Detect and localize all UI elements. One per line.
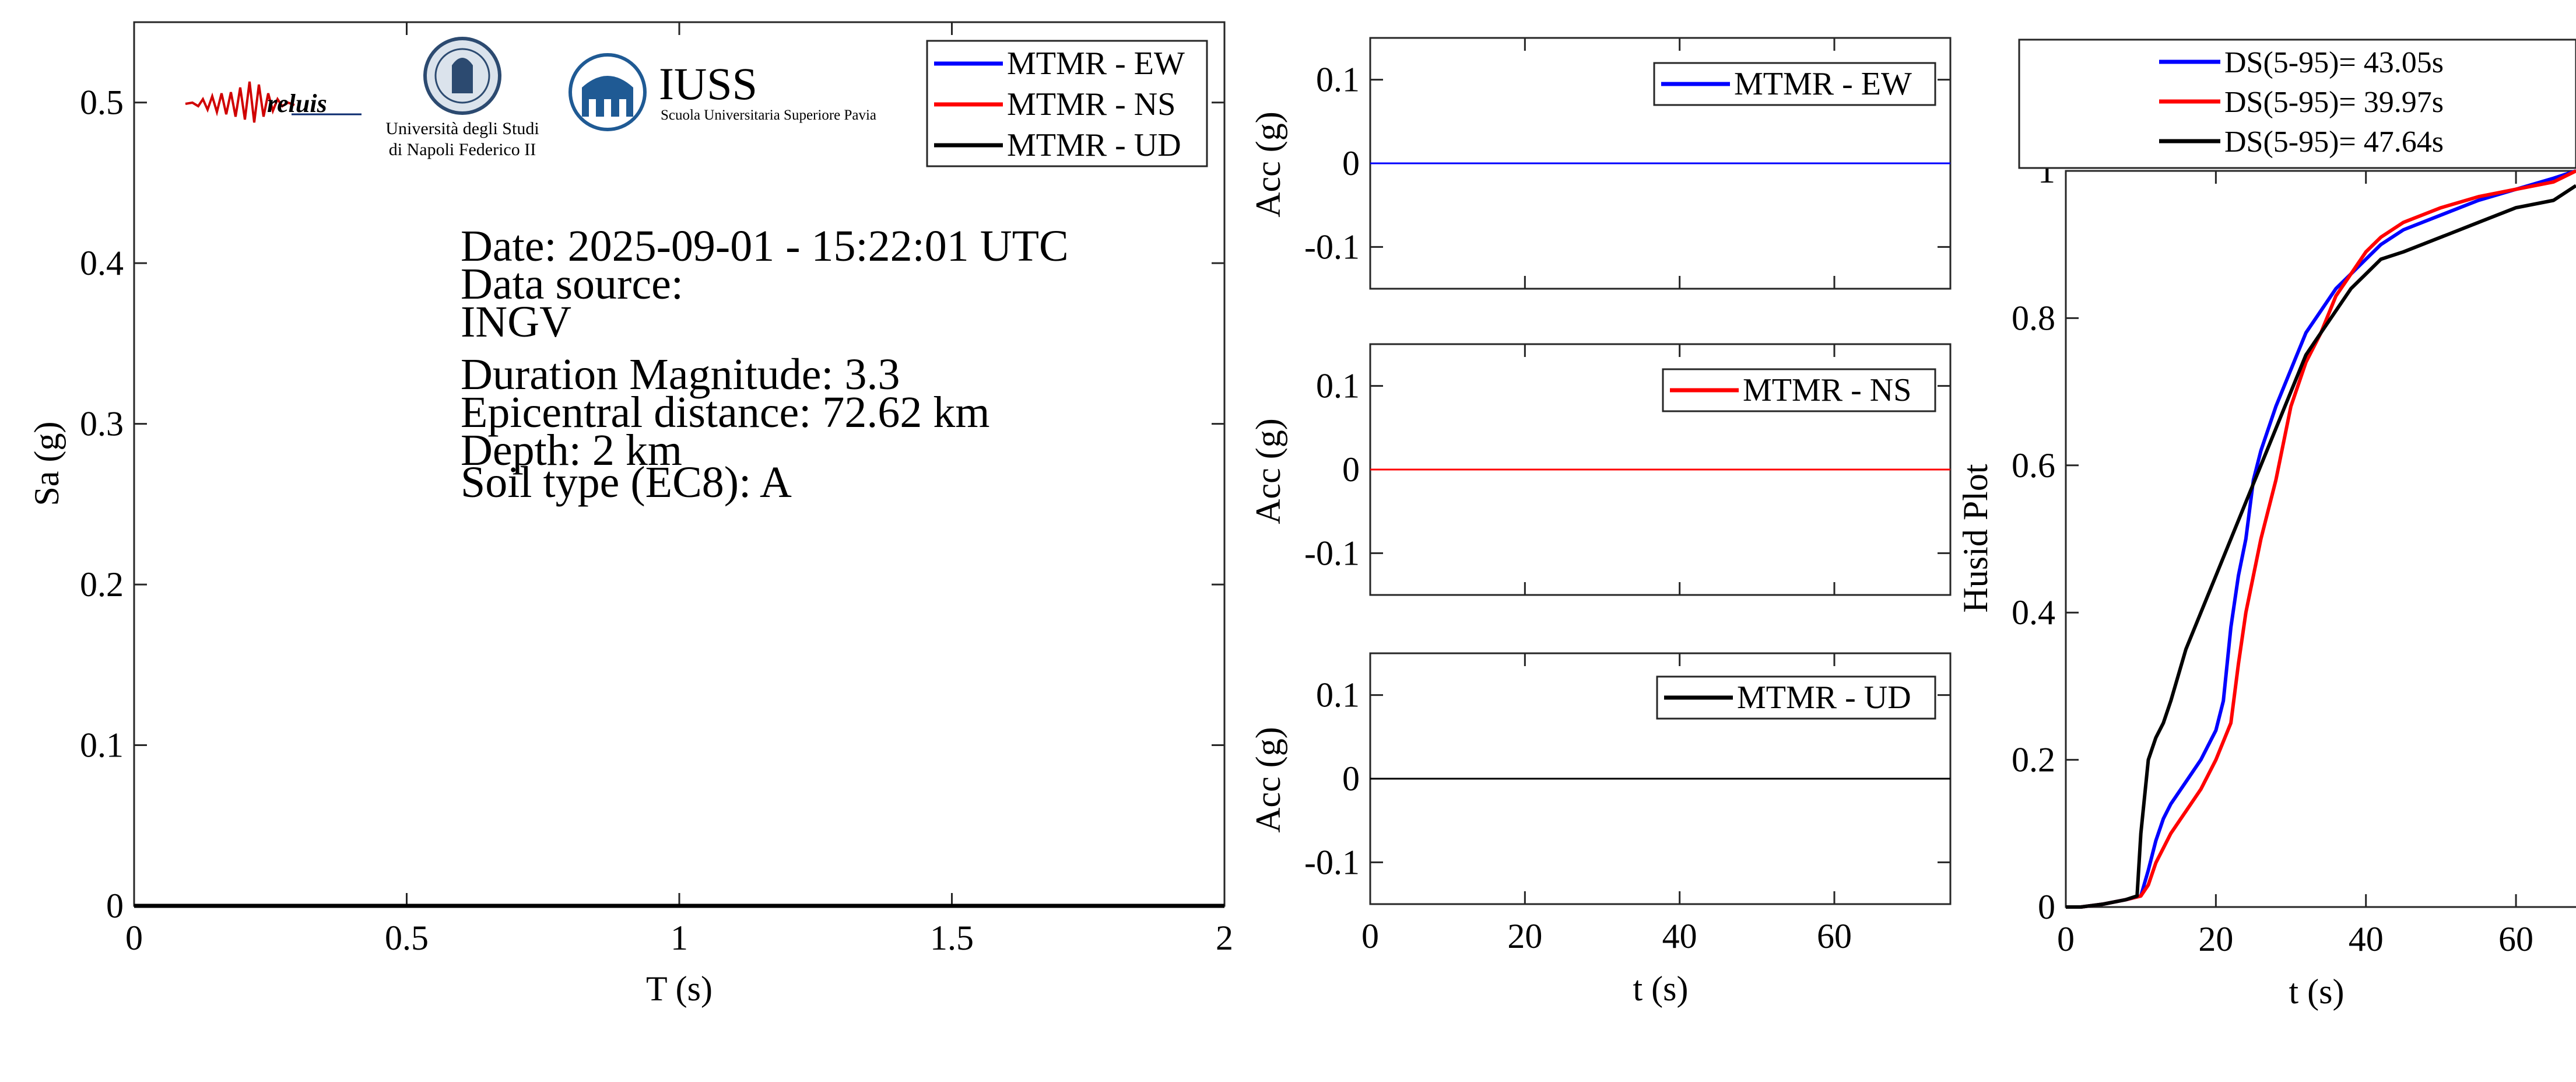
- event-info: Date: 2025-09-01 - 15:22:01 UTC Data sou…: [461, 222, 1069, 507]
- acc_ew-ytick-label: 0.1: [1316, 61, 1360, 99]
- spectrum-xtick-label: 1.5: [930, 919, 974, 957]
- spectrum-ytick-label: 0.3: [80, 405, 124, 443]
- acc_ud-xtick-label: 20: [1507, 917, 1542, 955]
- acc_ud-ytick-label: 0: [1342, 759, 1360, 798]
- spectrum-legend: MTMR - EW MTMR - NS MTMR - UD: [926, 40, 1208, 167]
- spectrum-xtick-label: 0: [125, 919, 143, 957]
- husid-ylabel: Husid Plot: [1956, 464, 1995, 612]
- acc-ud-xlabel: t (s): [1633, 969, 1689, 1008]
- acc-ew-ylabel: Acc (g): [1249, 111, 1287, 218]
- husid-series-line: [2066, 184, 2576, 909]
- spectrum-legend-label: MTMR - UD: [1007, 127, 1181, 163]
- acc_ud-xtick-label: 0: [1361, 917, 1379, 955]
- acc_ud-ytick-label: 0.1: [1316, 676, 1360, 715]
- spectrum-ytick-label: 0.5: [80, 83, 124, 122]
- spectrum-xtick-label: 1: [671, 919, 688, 957]
- iuss-subtitle: Scuola Universitaria Superiore Pavia: [661, 107, 876, 123]
- acc-ud-ylabel: Acc (g): [1249, 727, 1287, 833]
- husid-ytick-label: 0: [2038, 888, 2055, 926]
- husid-legend-label: DS(5-95)= 47.64s: [2224, 125, 2444, 159]
- acc_ns-ytick-label: 0: [1342, 450, 1360, 489]
- spectrum-ytick-label: 0: [106, 887, 124, 925]
- info-soil: Soil type (EC8): A: [461, 458, 792, 507]
- acc_ns-legend-label: MTMR - NS: [1743, 372, 1911, 408]
- info-source-label: Data source:: [461, 260, 683, 309]
- husid-xtick-label: 20: [2198, 920, 2233, 958]
- husid-series-line: [2066, 169, 2576, 909]
- husid-frame: [2065, 170, 2576, 908]
- husid-series: [2066, 169, 2576, 909]
- acc_ns-ytick-label: 0.1: [1316, 367, 1360, 405]
- spectrum-legend-label: MTMR - NS: [1007, 86, 1175, 122]
- info-depth: Depth: 2 km: [461, 426, 682, 475]
- reluis-logo: reluis: [185, 81, 362, 123]
- spectrum-axes: 0 0.1 0.2 0.3 0.4 0.5 0 0.5 1 1.5 2: [80, 21, 1233, 957]
- spectrum-ytick-label: 0.4: [80, 244, 124, 282]
- husid-xlabel: t (s): [2289, 972, 2345, 1011]
- husid-ytick-label: 0.6: [2012, 446, 2055, 485]
- acc-ud-chart: -0.100.10 20 40 60 MTMR - UD Acc (g) t (s): [1249, 652, 1952, 1008]
- acc-ud-legend: MTMR - UD: [1656, 675, 1936, 720]
- acc_ud-xtick-label: 60: [1817, 917, 1852, 955]
- iuss-logo: IUSS Scuola Universitaria Superiore Pavi…: [568, 53, 876, 131]
- acc-ew-legend: MTMR - EW: [1653, 62, 1936, 106]
- acc_ud-legend-box: [1656, 675, 1936, 720]
- reluis-logo-text: reluis: [267, 89, 327, 118]
- acc_ew-ytick-label: 0: [1342, 144, 1360, 183]
- spectrum-legend-label: MTMR - EW: [1007, 45, 1185, 82]
- husid-ytick-label: 0.2: [2012, 741, 2055, 779]
- spectrum-xtick-label: 0.5: [385, 919, 429, 957]
- unina-name-line1: Università degli Studi: [385, 119, 539, 138]
- acc_ew-ytick-label: -0.1: [1304, 227, 1360, 266]
- spectrum-ylabel: Sa (g): [27, 422, 66, 506]
- spectrum-xtick-label: 2: [1216, 919, 1233, 957]
- info-date: Date: 2025-09-01 - 15:22:01 UTC: [461, 222, 1069, 271]
- info-distance: Epicentral distance: 72.62 km: [461, 388, 990, 437]
- husid-xtick-label: 60: [2498, 920, 2533, 958]
- husid-series-line: [2066, 169, 2576, 909]
- husid-ytick-label: 0.4: [2012, 593, 2055, 632]
- acc-ns-chart: -0.1 0 0.1 MTMR - NS Acc (g): [1249, 343, 1952, 596]
- reluis-waveform: [185, 81, 295, 123]
- husid-xtick-label: 0: [2057, 920, 2075, 958]
- unina-logo: Università degli Studi di Napoli Federic…: [385, 37, 539, 159]
- acc-ns-legend: MTMR - NS: [1662, 368, 1936, 412]
- acc_ns-ytick-label: -0.1: [1304, 534, 1360, 572]
- husid-chart: 00.20.40.60.810 20 40 60 DS(5-95)= 43.05sDS…: [1956, 38, 2576, 1011]
- acc_ud-ytick-label: -0.1: [1304, 843, 1360, 881]
- acc_ud-legend-label: MTMR - UD: [1737, 680, 1911, 716]
- husid-ytick-label: 0.8: [2012, 299, 2055, 337]
- husid-legend-label: DS(5-95)= 43.05s: [2224, 46, 2444, 79]
- husid-legend: DS(5-95)= 43.05s DS(5-95)= 39.97s DS(5-95)…: [2018, 38, 2576, 169]
- husid-xtick-label: 40: [2349, 920, 2384, 958]
- spectrum-chart: 00.10.20.30.40.50 0.5 1 1.5 2 MTMR - EWMTMR …: [27, 21, 1233, 1008]
- acc-ns-ylabel: Acc (g): [1249, 418, 1287, 524]
- info-magnitude: Duration Magnitude: 3.3: [461, 350, 900, 399]
- spectrum-ytick-label: 0.2: [80, 565, 124, 604]
- spectrum-ytick-label: 0.1: [80, 726, 124, 765]
- husid-legend-box: [2018, 38, 2576, 169]
- husid-legend-label: DS(5-95)= 39.97s: [2224, 86, 2444, 119]
- spectrum-xlabel: T (s): [646, 969, 713, 1008]
- unina-name-line2: di Napoli Federico II: [389, 140, 536, 159]
- acc-ud-axes: -0.100.10 20 40 60: [1304, 652, 1952, 955]
- info-source-value: INGV: [461, 297, 571, 346]
- acc_ew-legend-label: MTMR - EW: [1734, 66, 1912, 102]
- iuss-title: IUSS: [659, 58, 757, 109]
- acc_ud-xtick-label: 40: [1662, 917, 1697, 955]
- acc-ew-chart: -0.1 0 0.1 MTMR - EW Acc (g): [1249, 37, 1952, 290]
